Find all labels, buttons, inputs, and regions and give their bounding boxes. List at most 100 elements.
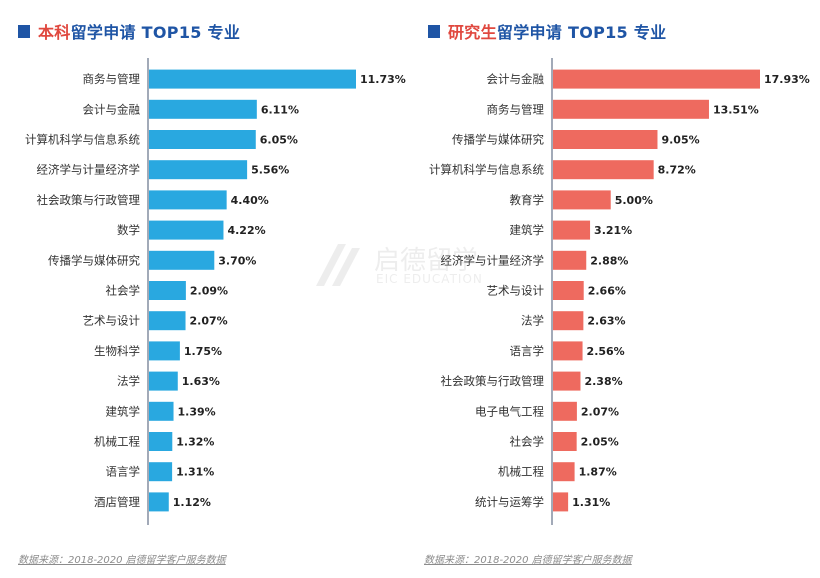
title-rest-text: 留学申请 TOP15 专业 (70, 23, 241, 42)
bar (553, 371, 581, 391)
source-footnote: 数据来源：2018-2020 启德留学客户服务数据 (424, 555, 632, 566)
bar (553, 432, 577, 451)
bar (149, 160, 248, 180)
value-label: 4.22% (227, 224, 265, 237)
bar (149, 281, 186, 300)
value-label: 2.63% (587, 315, 625, 328)
value-label: 5.56% (251, 164, 289, 177)
bar (553, 401, 577, 421)
value-label: 2.38% (584, 375, 622, 388)
bar (149, 69, 356, 89)
category-label: 经济学与计量经济学 (441, 253, 545, 267)
value-label: 6.05% (260, 134, 298, 147)
value-label: 1.31% (572, 496, 610, 509)
title-accent-text: 本科 (38, 23, 71, 42)
title-square-icon (18, 24, 30, 38)
category-label: 社会学 (510, 435, 545, 449)
bar (149, 311, 186, 331)
value-label: 1.31% (176, 466, 214, 479)
value-label: 1.75% (184, 345, 222, 358)
bar (553, 250, 587, 270)
value-label: 1.12% (173, 496, 211, 509)
value-label: 1.32% (176, 436, 214, 449)
bar (553, 462, 575, 482)
bar (553, 311, 584, 331)
category-label: 艺术与设计 (83, 314, 141, 328)
value-label: 2.07% (190, 315, 228, 328)
value-label: 3.21% (594, 224, 632, 237)
value-label: 8.72% (658, 164, 696, 177)
title-rest-text: 留学申请 TOP15 专业 (496, 23, 667, 42)
bar (149, 492, 169, 512)
value-label: 17.93% (764, 73, 810, 86)
category-label: 数学 (117, 223, 140, 237)
value-label: 1.63% (182, 375, 220, 388)
watermark-name: 启德留学 (374, 246, 479, 276)
category-label: 会计与金融 (83, 102, 141, 116)
value-label: 2.05% (581, 436, 619, 449)
source-footnote: 数据来源：2018-2020 启德留学客户服务数据 (18, 555, 226, 566)
value-label: 13.51% (713, 103, 759, 116)
bar (553, 341, 583, 361)
category-label: 社会政策与行政管理 (37, 193, 141, 207)
category-label: 建筑学 (510, 223, 545, 237)
bar (149, 432, 173, 451)
category-label: 统计与运筹学 (475, 495, 544, 509)
category-label: 法学 (521, 314, 544, 328)
category-label: 商务与管理 (83, 72, 141, 86)
category-label: 艺术与设计 (487, 284, 545, 298)
category-label: 酒店管理 (94, 495, 140, 509)
bar (149, 462, 173, 482)
bar (149, 130, 256, 149)
bar (553, 492, 569, 512)
undergrad-chart-panel: 本科 留学申请 TOP15 专业 商务与管理 11.73% 会计与金融 6.11% 计算机… (18, 19, 406, 566)
bar (149, 99, 257, 119)
graduate-chart-panel: 研究生 留学申请 TOP15 专业 会计与金融 17.93% 商务与管理 13.51% 传… (410, 0, 820, 578)
graduate-bar-chart: 会计与金融 17.93% 商务与管理 13.51% 传播学与媒体研究 9.05% 计算机科学… (429, 58, 810, 525)
bar (149, 220, 224, 240)
category-label: 电子电气工程 (475, 404, 544, 418)
category-label: 商务与管理 (487, 102, 545, 116)
category-label: 计算机科学与信息系统 (429, 163, 544, 177)
undergrad-chart-title: 本科 留学申请 TOP15 专业 (18, 19, 240, 43)
category-label: 机械工程 (498, 465, 544, 479)
watermark-logo: 启德留学 EIC EDUCATION (308, 236, 508, 296)
bar (149, 371, 178, 391)
category-label: 法学 (117, 374, 140, 388)
category-label: 机械工程 (94, 435, 140, 449)
category-label: 社会学 (106, 284, 141, 298)
bar (553, 220, 591, 240)
value-label: 2.09% (190, 285, 228, 298)
category-label: 生物科学 (94, 344, 140, 358)
logo-icon (316, 244, 360, 286)
bar (553, 281, 584, 300)
category-label: 语言学 (510, 344, 545, 358)
bar (553, 160, 654, 180)
value-label: 11.73% (360, 73, 406, 86)
category-label: 语言学 (106, 465, 141, 479)
watermark-subtitle: EIC EDUCATION (376, 272, 483, 286)
category-label: 建筑学 (106, 404, 141, 418)
value-label: 2.88% (590, 254, 628, 267)
category-label: 会计与金融 (487, 72, 545, 86)
bar (553, 69, 760, 89)
value-label: 5.00% (615, 194, 653, 207)
undergrad-bar-chart: 商务与管理 11.73% 会计与金融 6.11% 计算机科学与信息系统 6.05% 经济学与… (25, 58, 406, 525)
graduate-chart-title: 研究生 留学申请 TOP15 专业 (428, 19, 666, 43)
title-accent-text: 研究生 (448, 23, 497, 42)
value-label: 9.05% (661, 134, 699, 147)
category-label: 社会政策与行政管理 (441, 374, 545, 388)
bar (149, 190, 227, 210)
value-label: 6.11% (261, 103, 299, 116)
value-label: 2.66% (588, 285, 626, 298)
bar (149, 250, 215, 270)
value-label: 1.39% (178, 405, 216, 418)
bar (553, 130, 658, 149)
category-label: 计算机科学与信息系统 (25, 133, 140, 147)
value-label: 4.40% (231, 194, 269, 207)
category-label: 传播学与媒体研究 (452, 133, 544, 147)
value-label: 1.87% (579, 466, 617, 479)
category-label: 教育学 (510, 193, 545, 207)
bar (553, 190, 611, 210)
value-label: 2.07% (581, 405, 619, 418)
